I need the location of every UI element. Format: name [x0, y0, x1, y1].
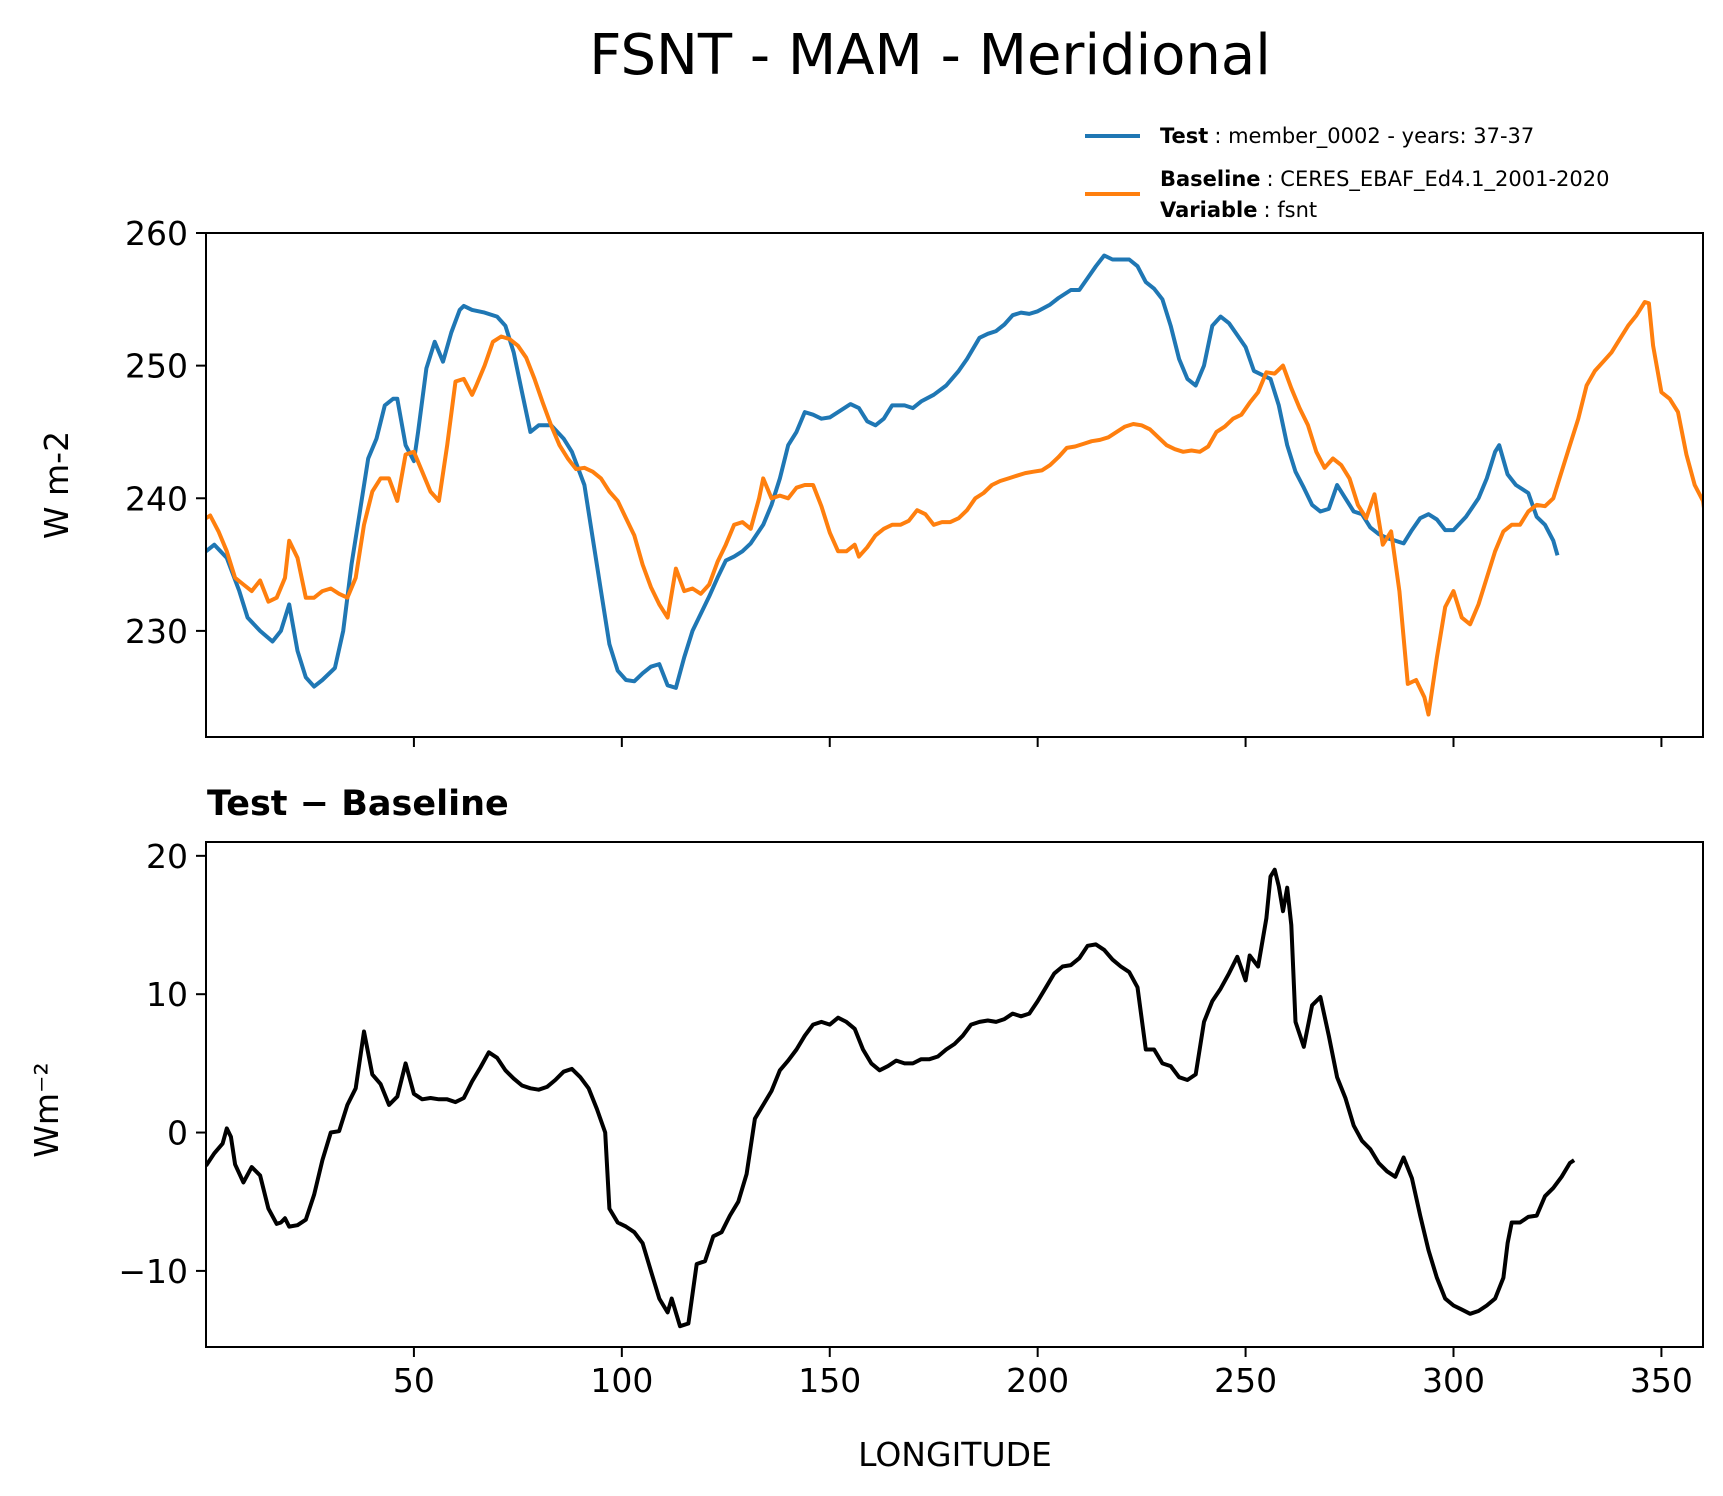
x-tick-label: 300: [1422, 1361, 1485, 1400]
panel-top: 230 240 250 260 W m-2: [37, 214, 1704, 747]
bottom-panel-title: Test − Baseline: [207, 784, 509, 824]
x-tick-label: 100: [590, 1361, 653, 1400]
figure-title: FSNT - MAM - Meridional: [589, 23, 1271, 88]
bottom-xlabel: LONGITUDE: [858, 1435, 1052, 1474]
y-tick-label: 0: [167, 1114, 188, 1153]
bottom-ytick-layer: −10 0 10 20: [118, 837, 206, 1291]
top-ylabel: W m-2: [37, 431, 76, 539]
legend-baseline-label: Baseline: CERES_EBAF_Ed4.1_2001-2020: [1160, 167, 1609, 192]
y-tick-label: 10: [146, 975, 188, 1014]
y-tick-label: 250: [125, 347, 188, 386]
x-tick-label: 50: [393, 1361, 435, 1400]
x-tick-label: 200: [1006, 1361, 1069, 1400]
x-tick-label: 350: [1630, 1361, 1693, 1400]
top-plot-frame: [205, 232, 1704, 738]
top-ytick-layer: 230 240 250 260: [125, 214, 206, 651]
top-xtick-layer: [412, 737, 1663, 747]
panel-bottom: Test − Baseline 50 100 150 200 250 300 350 −10…: [27, 784, 1704, 1474]
y-tick-label: 230: [125, 612, 188, 651]
bottom-series-layer: [206, 867, 1576, 1329]
bottom-plot-frame: [205, 841, 1704, 1348]
x-tick-label: 250: [1214, 1361, 1277, 1400]
y-tick-label: 260: [125, 214, 188, 253]
top-series-layer: [206, 253, 1703, 717]
bottom-ylabel: Wm⁻²: [27, 1062, 66, 1157]
test-series-line: [206, 253, 1560, 690]
legend-variable-label: Variable: fsnt: [1160, 198, 1317, 222]
difference-series-line: [206, 867, 1576, 1329]
legend-test-label: Test: member_0002 - years: 37-37: [1160, 124, 1534, 149]
legend: Test: member_0002 - years: 37-37 Baselin…: [1085, 124, 1609, 222]
y-tick-label: −10: [118, 1252, 188, 1291]
bottom-xtick-layer: 50 100 150 200 250 300 350: [393, 1347, 1693, 1400]
x-tick-label: 150: [798, 1361, 861, 1400]
y-tick-label: 20: [146, 837, 188, 876]
y-tick-label: 240: [125, 479, 188, 518]
baseline-series-line: [206, 300, 1703, 717]
